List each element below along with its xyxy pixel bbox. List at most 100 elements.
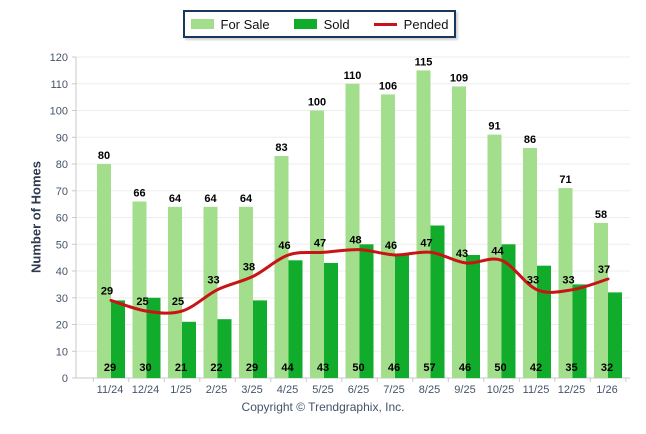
x-axis-label: 11/24 xyxy=(97,384,124,396)
y-tick-label: 70 xyxy=(56,186,68,198)
sold-value-label: 22 xyxy=(210,362,222,374)
x-axis-label: 7/25 xyxy=(383,384,404,396)
bar-sold xyxy=(324,263,338,378)
y-tick-label: 30 xyxy=(56,293,68,305)
bar-for-sale xyxy=(558,188,573,378)
for-sale-value-label: 66 xyxy=(133,188,145,200)
legend-item-for-sale: For Sale xyxy=(190,18,270,31)
y-tick-label: 50 xyxy=(56,239,68,251)
bar-sold xyxy=(537,265,551,379)
pended-value-label: 38 xyxy=(243,261,255,273)
x-axis-label: 1/25 xyxy=(170,384,191,396)
for-sale-value-label: 71 xyxy=(559,174,571,186)
sold-value-label: 44 xyxy=(281,362,294,374)
sold-value-label: 46 xyxy=(459,362,471,374)
bar-sold xyxy=(253,300,267,378)
sold-value-label: 46 xyxy=(388,362,400,374)
bar-for-sale xyxy=(487,134,502,378)
pended-value-label: 33 xyxy=(527,275,539,287)
bar-sold xyxy=(501,244,516,379)
bar-for-sale xyxy=(132,201,147,379)
pended-value-label: 25 xyxy=(172,296,184,308)
bar-sold xyxy=(182,321,196,378)
y-tick-label: 120 xyxy=(50,52,68,64)
sold-value-label: 50 xyxy=(352,362,364,374)
bar-sold xyxy=(572,284,587,378)
sold-value-label: 43 xyxy=(317,362,329,374)
sold-value-label: 29 xyxy=(246,362,258,374)
sold-value-label: 35 xyxy=(565,362,577,374)
bar-for-sale xyxy=(345,83,360,379)
sold-value-label: 30 xyxy=(139,362,151,374)
x-axis-label: 12/24 xyxy=(132,384,160,396)
pended-value-label: 43 xyxy=(456,248,468,260)
chart-legend: For Sale Sold Pended xyxy=(183,10,456,38)
bar-for-sale xyxy=(310,110,324,378)
x-axis-label: 11/25 xyxy=(523,384,550,396)
bar-for-sale xyxy=(381,94,395,379)
bar-for-sale xyxy=(274,156,289,378)
for-sale-value-label: 64 xyxy=(240,193,253,205)
for-sale-value-label: 86 xyxy=(524,134,536,146)
bar-sold xyxy=(217,319,232,379)
sold-value-label: 42 xyxy=(530,362,542,374)
bar-sold xyxy=(359,244,374,379)
x-axis-label: 9/25 xyxy=(454,384,475,396)
bar-for-sale xyxy=(239,206,253,378)
for-sale-value-label: 83 xyxy=(275,142,287,154)
for-sale-value-label: 115 xyxy=(415,56,433,68)
x-axis-label: 6/25 xyxy=(348,384,369,396)
sold-value-label: 57 xyxy=(423,362,435,374)
legend-item-sold: Sold xyxy=(293,16,350,32)
copyright-text: Copyright © Trendgraphix, Inc. xyxy=(241,400,405,414)
for-sale-value-label: 64 xyxy=(204,193,217,205)
y-tick-label: 0 xyxy=(62,373,68,385)
legend-item-pended: Pended xyxy=(373,16,449,32)
x-axis-label: 8/25 xyxy=(419,384,440,396)
y-tick-label: 100 xyxy=(50,106,68,118)
bar-for-sale xyxy=(594,222,608,379)
y-tick-label: 40 xyxy=(56,266,68,278)
sold-value-label: 21 xyxy=(175,362,187,374)
y-tick-label: 80 xyxy=(56,159,68,171)
x-axis-label: 3/25 xyxy=(241,384,262,396)
x-axis-label: 4/25 xyxy=(277,384,298,396)
pended-value-label: 47 xyxy=(314,237,326,249)
pended-value-label: 25 xyxy=(136,296,148,308)
sold-swatch-icon xyxy=(293,19,317,29)
x-axis-label: 10/25 xyxy=(487,384,515,396)
x-axis-label: 1/26 xyxy=(596,384,617,396)
legend-label-pended: Pended xyxy=(403,16,449,32)
bar-sold xyxy=(288,260,303,378)
for-sale-value-label: 106 xyxy=(379,80,397,92)
bar-sold xyxy=(111,300,125,378)
bar-sold xyxy=(395,255,409,379)
bar-sold xyxy=(466,255,480,379)
y-tick-label: 110 xyxy=(50,79,68,91)
bar-for-sale xyxy=(97,164,111,378)
pended-line xyxy=(109,248,610,315)
x-axis-label: 2/25 xyxy=(206,384,227,396)
pended-value-label: 47 xyxy=(420,237,432,249)
pended-line-icon xyxy=(373,22,397,26)
for-sale-value-label: 80 xyxy=(98,150,110,162)
for-sale-value-label: 110 xyxy=(344,70,362,82)
pended-value-label: 33 xyxy=(562,275,574,287)
bar-for-sale xyxy=(523,148,537,379)
for-sale-swatch-icon xyxy=(190,19,214,29)
for-sale-value-label: 64 xyxy=(169,193,182,205)
for-sale-value-label: 91 xyxy=(488,121,500,133)
bar-for-sale xyxy=(168,206,182,378)
x-axis-label: 12/25 xyxy=(558,384,586,396)
pended-value-label: 37 xyxy=(598,264,610,276)
pended-value-label: 46 xyxy=(278,240,290,252)
sold-value-label: 50 xyxy=(494,362,506,374)
legend-label-sold: Sold xyxy=(323,16,350,32)
bar-sold xyxy=(608,292,622,378)
bar-for-sale xyxy=(452,86,466,379)
bar-sold xyxy=(430,225,445,378)
bar-for-sale xyxy=(416,70,431,379)
pended-value-label: 46 xyxy=(385,240,397,252)
